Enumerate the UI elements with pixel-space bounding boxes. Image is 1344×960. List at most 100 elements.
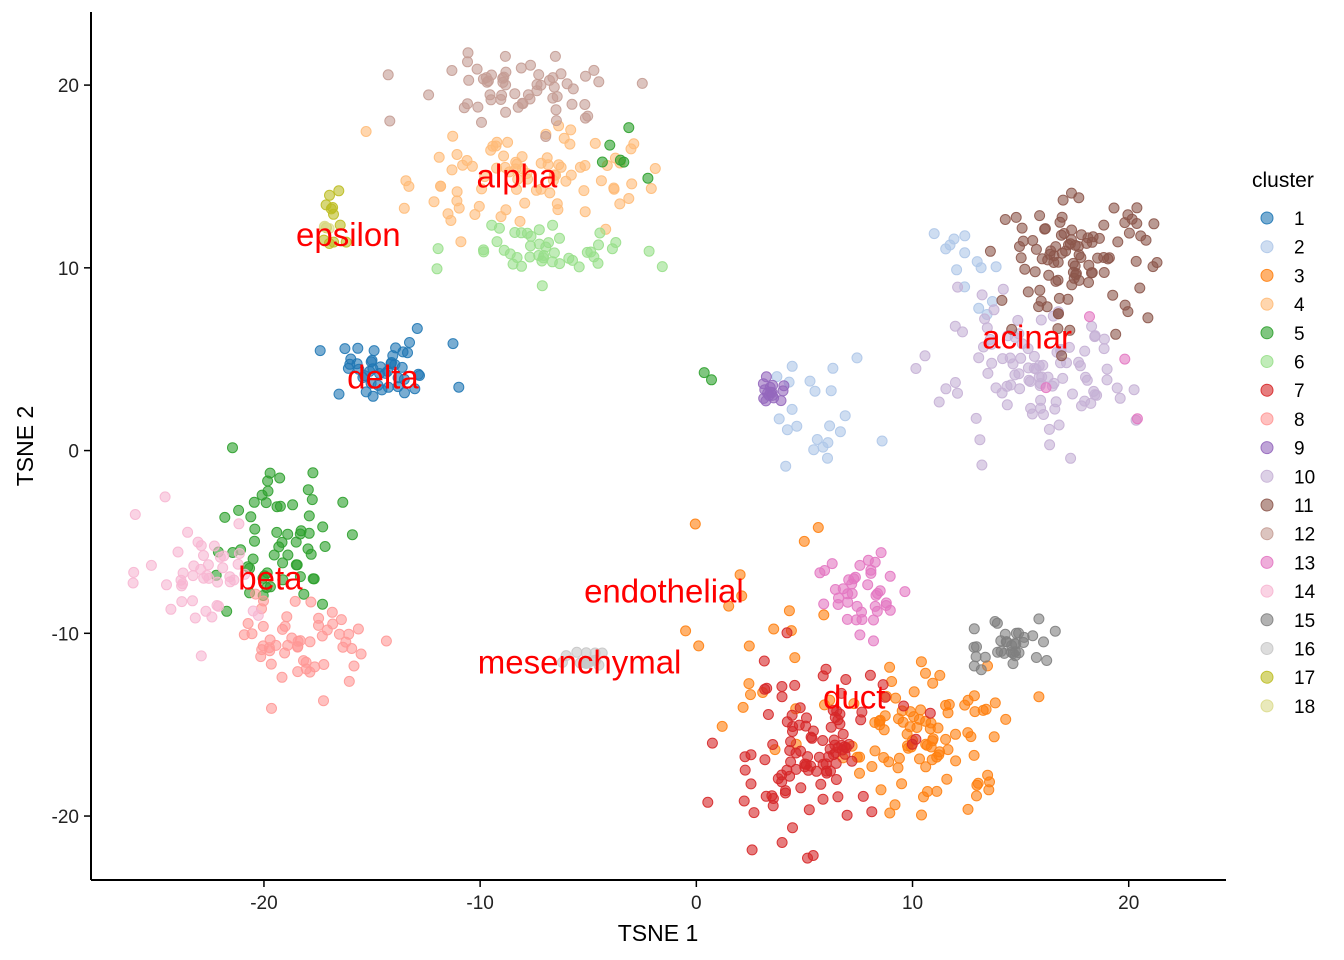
legend-key-6 xyxy=(1260,355,1274,368)
scatter-point-cluster-8 xyxy=(380,635,392,647)
scatter-point-cluster-7 xyxy=(776,837,788,848)
scatter-point-cluster-7 xyxy=(801,712,812,724)
scatter-point-cluster-11 xyxy=(1067,257,1079,269)
scatter-point-cluster-2 xyxy=(771,371,783,383)
scatter-point-cluster-1 xyxy=(386,357,397,368)
legend-label-17: 17 xyxy=(1294,668,1315,689)
scatter-point-cluster-15 xyxy=(1041,655,1053,666)
scatter-point-cluster-8 xyxy=(292,666,304,678)
scatter-point-cluster-1 xyxy=(453,381,465,393)
scatter-point-cluster-14 xyxy=(234,548,245,559)
scatter-point-cluster-6 xyxy=(533,224,545,236)
scatter-point-cluster-2 xyxy=(773,413,785,425)
scatter-point-cluster-5 xyxy=(346,529,358,541)
legend-label-15: 15 xyxy=(1294,611,1315,632)
scatter-point-cluster-8 xyxy=(276,671,288,683)
scatter-point-cluster-12 xyxy=(462,56,473,68)
scatter-point-cluster-2 xyxy=(827,362,839,374)
scatter-point-cluster-11 xyxy=(1151,257,1163,268)
scatter-point-cluster-5 xyxy=(290,536,302,548)
scatter-point-cluster-3 xyxy=(693,640,705,652)
x-tick-label: -10 xyxy=(466,893,493,914)
scatter-point-cluster-13 xyxy=(849,571,861,583)
scatter-point-cluster-6 xyxy=(493,222,505,234)
scatter-point-cluster-14 xyxy=(189,612,201,624)
scatter-point-cluster-13 xyxy=(1131,413,1143,425)
scatter-point-cluster-7 xyxy=(759,754,771,766)
legend-title: cluster xyxy=(1252,169,1314,192)
scatter-point-cluster-4 xyxy=(614,198,626,210)
scatter-point-cluster-5 xyxy=(271,526,283,538)
scatter-point-cluster-2 xyxy=(839,410,851,422)
scatter-point-cluster-7 xyxy=(795,745,807,757)
legend-key-2 xyxy=(1260,240,1274,254)
scatter-point-cluster-10 xyxy=(910,363,922,374)
scatter-point-cluster-1 xyxy=(352,342,364,354)
scatter-point-cluster-11 xyxy=(1082,232,1094,244)
scatter-point-cluster-3 xyxy=(734,569,746,581)
scatter-point-cluster-11 xyxy=(1039,223,1051,235)
scatter-point-cluster-12 xyxy=(531,85,543,97)
scatter-point-cluster-6 xyxy=(478,246,490,258)
scatter-point-cluster-12 xyxy=(550,104,562,116)
scatter-point-cluster-1 xyxy=(414,370,425,381)
scatter-point-cluster-14 xyxy=(187,595,198,607)
scatter-point-cluster-7 xyxy=(898,700,910,712)
scatter-point-cluster-11 xyxy=(1098,219,1110,231)
scatter-point-cluster-1 xyxy=(342,362,354,374)
legend-label-1: 1 xyxy=(1294,209,1305,230)
scatter-point-cluster-11 xyxy=(1064,324,1076,336)
scatter-point-cluster-15 xyxy=(1009,650,1021,662)
scatter-point-cluster-11 xyxy=(1052,308,1064,320)
scatter-point-cluster-1 xyxy=(339,343,351,355)
scatter-point-cluster-11 xyxy=(1086,267,1097,279)
scatter-point-cluster-8 xyxy=(337,641,349,653)
scatter-point-cluster-14 xyxy=(129,509,141,520)
scatter-point-cluster-7 xyxy=(739,764,751,776)
scatter-point-cluster-5 xyxy=(317,598,328,610)
scatter-point-cluster-12 xyxy=(472,101,484,113)
scatter-point-cluster-5 xyxy=(221,605,233,617)
scatter-point-cluster-18 xyxy=(318,221,330,233)
scatter-point-cluster-3 xyxy=(962,727,974,739)
cell-type-label-epsilon: epsilon xyxy=(296,216,401,253)
scatter-point-cluster-13 xyxy=(841,613,853,625)
scatter-point-cluster-5 xyxy=(291,559,303,571)
scatter-point-cluster-3 xyxy=(798,535,810,547)
scatter-point-cluster-4 xyxy=(578,185,590,197)
scatter-point-cluster-12 xyxy=(580,70,591,82)
scatter-point-cluster-5 xyxy=(257,572,269,584)
scatter-point-cluster-7 xyxy=(824,743,836,755)
legend-label-2: 2 xyxy=(1294,238,1305,259)
scatter-point-cluster-4 xyxy=(595,175,607,187)
scatter-point-cluster-15 xyxy=(971,641,982,653)
scatter-point-cluster-7 xyxy=(825,765,836,777)
legend-label-13: 13 xyxy=(1294,553,1315,574)
scatter-point-cluster-5 xyxy=(227,442,238,454)
scatter-point-cluster-13 xyxy=(868,614,879,626)
scatter-point-cluster-8 xyxy=(318,695,329,707)
scatter-point-cluster-14 xyxy=(145,559,157,571)
scatter-point-cluster-13 xyxy=(869,600,881,612)
scatter-point-cluster-1 xyxy=(411,323,423,334)
scatter-point-cluster-10 xyxy=(940,383,952,395)
scatter-point-cluster-11 xyxy=(1010,211,1022,223)
scatter-point-cluster-7 xyxy=(855,714,867,726)
scatter-point-cluster-6 xyxy=(592,257,604,269)
scatter-point-cluster-11 xyxy=(1017,235,1029,247)
scatter-point-cluster-13 xyxy=(854,559,866,571)
scatter-point-cluster-11 xyxy=(1107,289,1119,301)
scatter-point-cluster-6 xyxy=(524,251,536,263)
scatter-point-cluster-6 xyxy=(536,255,548,267)
scatter-point-cluster-1 xyxy=(357,372,369,383)
scatter-point-cluster-1 xyxy=(399,387,410,399)
scatter-point-cluster-11 xyxy=(1054,216,1066,228)
scatter-point-cluster-5 xyxy=(277,574,289,586)
scatter-point-cluster-11 xyxy=(1130,255,1142,267)
scatter-point-cluster-7 xyxy=(794,702,806,714)
scatter-point-cluster-14 xyxy=(188,560,200,572)
scatter-point-cluster-14 xyxy=(212,576,223,588)
scatter-point-cluster-5 xyxy=(305,548,317,560)
scatter-point-cluster-2 xyxy=(940,243,952,255)
annotation-layer: alpha epsilon delta acinar beta endothelial me… xyxy=(238,158,1072,716)
